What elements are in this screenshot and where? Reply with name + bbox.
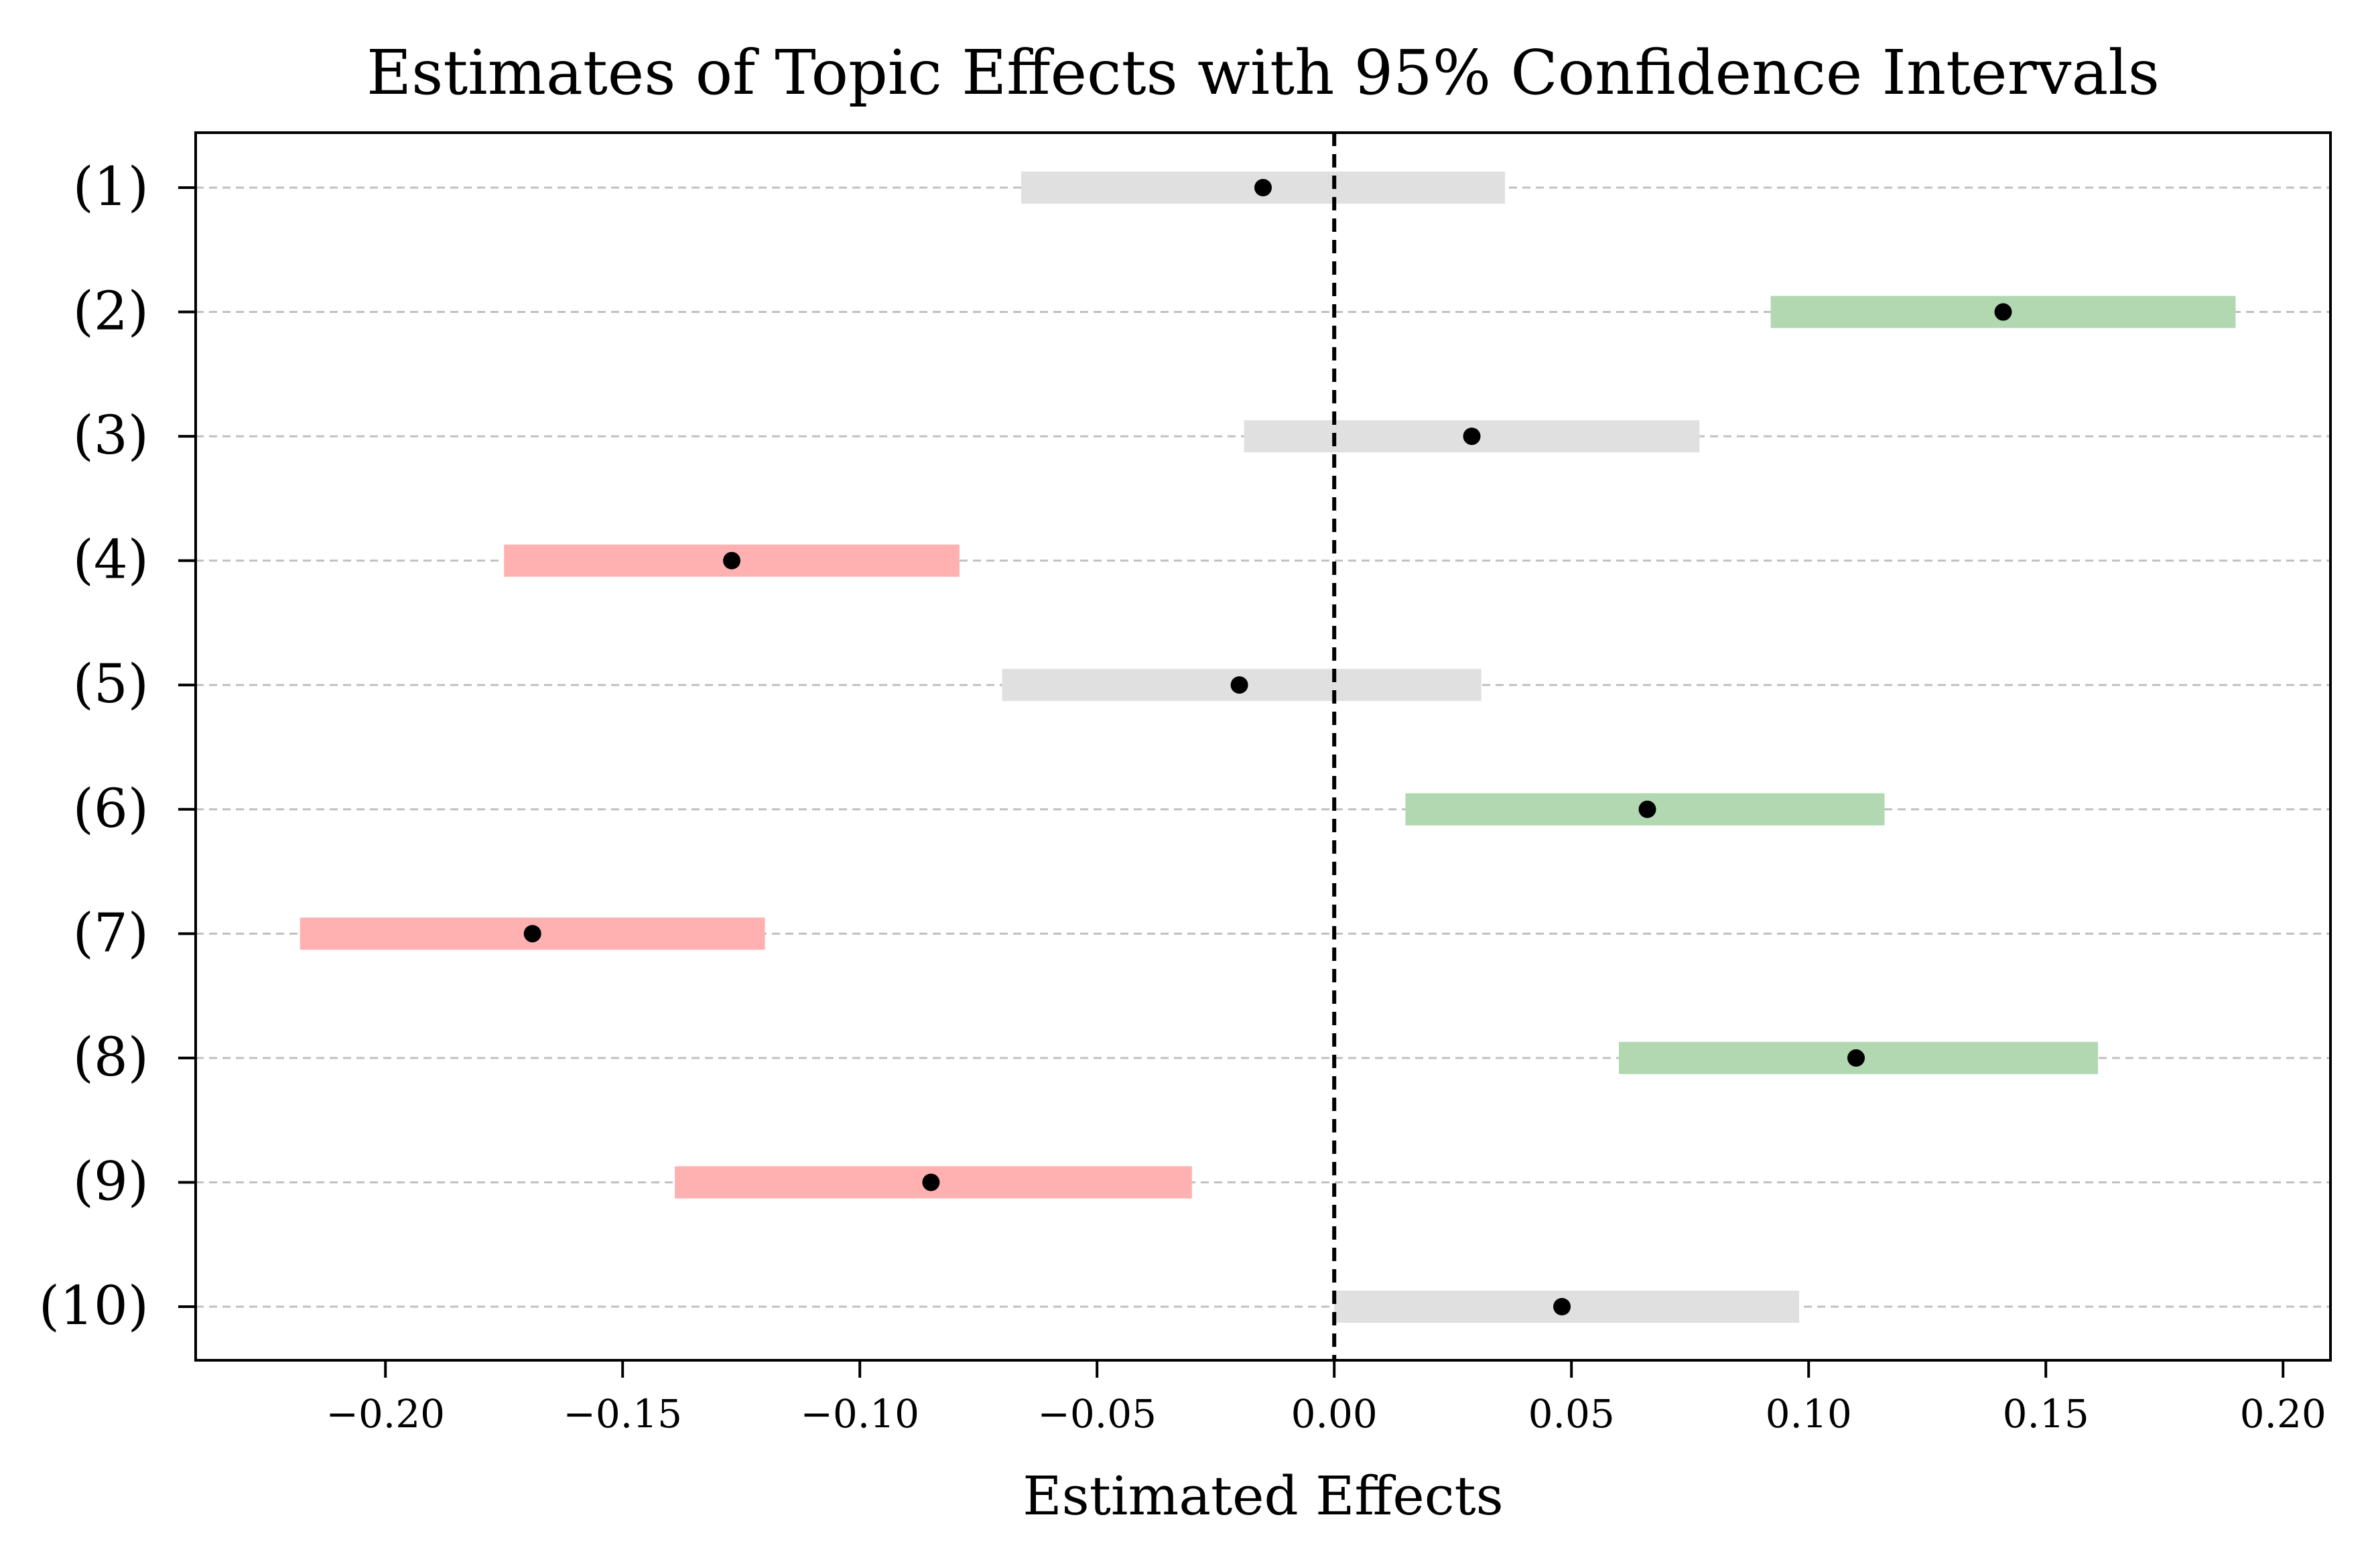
- chart-title: Estimates of Topic Effects with 95% Conf…: [367, 37, 2160, 109]
- y-tick-label: (9): [73, 1150, 149, 1212]
- y-tick-label: (4): [73, 529, 149, 591]
- estimate-points: [523, 179, 2012, 1315]
- x-tick-label: 0.10: [1766, 1391, 1852, 1437]
- x-axis-label: Estimated Effects: [1023, 1465, 1503, 1527]
- x-tick-label: 0.15: [2003, 1391, 2089, 1437]
- estimate-point: [1553, 1298, 1571, 1315]
- x-tick-label: 0.05: [1528, 1391, 1615, 1437]
- x-tick-label: −0.10: [800, 1391, 919, 1437]
- y-tick-label: (7): [73, 901, 149, 964]
- x-tick-label: 0.20: [2240, 1391, 2326, 1437]
- estimate-point: [1994, 303, 2012, 321]
- estimate-point: [723, 551, 741, 570]
- y-tick-label: (6): [73, 777, 149, 840]
- estimate-point: [1463, 428, 1481, 446]
- y-tick-label: (1): [73, 155, 149, 218]
- x-tick-label: −0.20: [326, 1391, 445, 1437]
- estimate-point: [1254, 179, 1272, 196]
- y-axis-ticks: (1) (2) (3) (4) (5) (6) (7) (8) (9) (10): [39, 155, 196, 1337]
- y-tick-label: (10): [39, 1275, 149, 1337]
- y-tick-label: (3): [73, 404, 149, 466]
- estimate-point: [922, 1173, 940, 1191]
- plot-frame: [194, 131, 2332, 1362]
- x-axis-ticks: −0.20 −0.15 −0.10 −0.05 0.00 0.05 0.10 0.15 0.20: [326, 1360, 2326, 1437]
- estimate-point: [1638, 800, 1656, 818]
- y-tick-label: (5): [73, 653, 149, 715]
- estimate-point: [1847, 1049, 1865, 1067]
- y-tick-label: (2): [73, 280, 149, 342]
- estimate-point: [523, 925, 541, 943]
- x-tick-label: 0.00: [1291, 1391, 1378, 1437]
- confidence-interval-bars: [300, 172, 2236, 1323]
- y-tick-label: (8): [73, 1026, 149, 1088]
- estimate-point: [1230, 676, 1248, 694]
- x-tick-label: −0.05: [1037, 1391, 1157, 1437]
- x-tick-label: −0.15: [563, 1391, 682, 1437]
- grid-lines: [196, 186, 2330, 1308]
